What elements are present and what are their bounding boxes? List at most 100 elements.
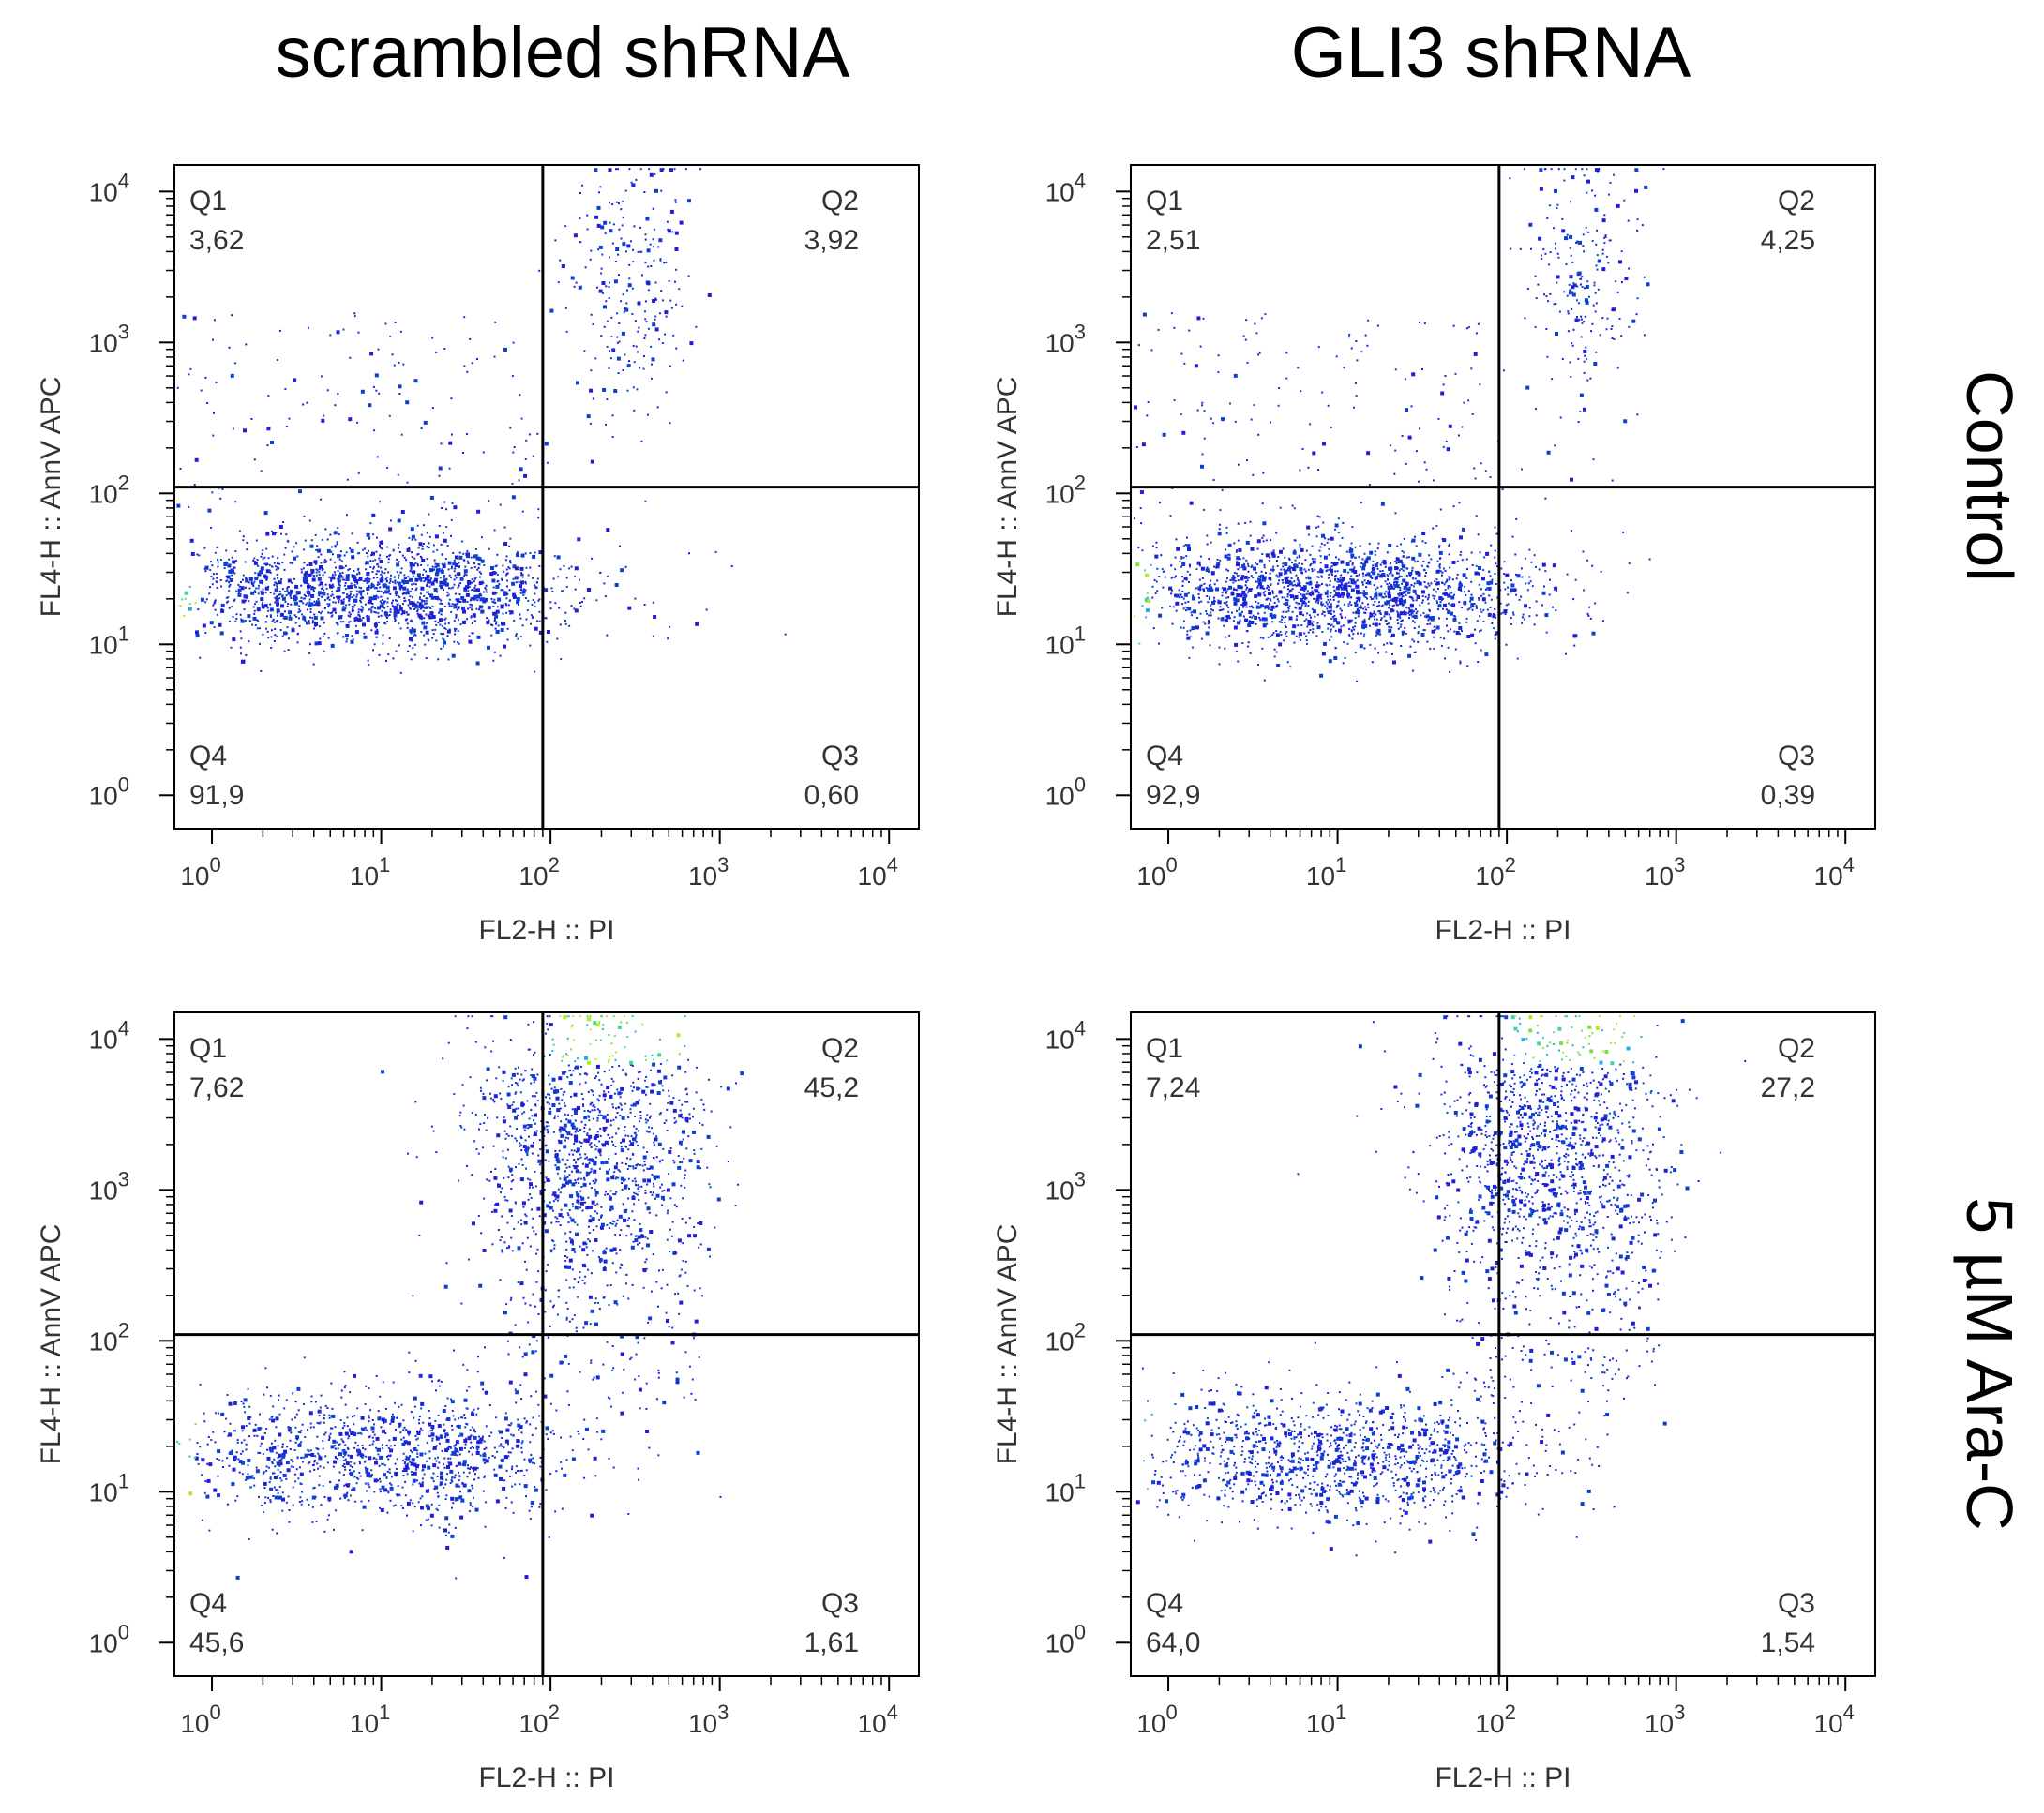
event-dot — [1305, 618, 1308, 621]
event-dot — [1482, 592, 1485, 595]
event-dot — [1220, 609, 1223, 611]
event-dot — [1273, 655, 1276, 658]
event-dot — [603, 325, 606, 328]
event-dot — [335, 566, 337, 569]
event-dot — [1355, 575, 1358, 577]
event-dot — [1450, 595, 1455, 600]
event-dot — [1470, 367, 1473, 370]
event-dot — [1492, 614, 1496, 619]
event-dot — [1388, 567, 1390, 570]
event-dot — [1351, 637, 1354, 640]
event-dot — [444, 627, 447, 630]
event-dot — [1183, 362, 1186, 365]
event-dot — [1360, 592, 1362, 594]
event-dot — [1572, 634, 1577, 638]
event-dot — [1363, 623, 1368, 628]
event-dot — [319, 1465, 322, 1468]
event-dot — [1561, 358, 1564, 360]
event-dot — [1262, 637, 1265, 639]
x-tick-exponent: 1 — [1335, 853, 1346, 877]
event-dot — [346, 637, 349, 640]
event-dot — [418, 597, 421, 600]
event-dot — [1402, 578, 1406, 583]
event-dot — [294, 622, 297, 624]
event-dot — [342, 598, 345, 601]
event-dot — [293, 556, 297, 561]
event-dot — [1477, 661, 1480, 663]
event-dot — [291, 591, 293, 593]
event-dot — [1585, 346, 1587, 349]
event-dot — [422, 609, 425, 612]
event-dot — [1290, 577, 1293, 579]
event-dot — [435, 1389, 437, 1392]
event-dot — [1364, 596, 1367, 598]
event-dot — [252, 606, 255, 608]
event-dot — [1588, 295, 1590, 298]
event-dot — [1332, 585, 1335, 588]
event-dot — [1231, 576, 1234, 578]
event-dot — [1382, 596, 1385, 599]
event-dot — [405, 400, 410, 405]
event-dot — [1279, 549, 1283, 554]
event-dot — [367, 602, 369, 605]
event-dot — [1461, 426, 1464, 428]
event-dot — [318, 594, 321, 597]
event-dot — [1359, 565, 1361, 568]
event-dot — [1205, 587, 1208, 590]
event-dot — [333, 531, 338, 535]
y-tick-base: 10 — [89, 177, 118, 206]
event-dot — [207, 508, 212, 513]
event-dot — [300, 571, 303, 574]
event-dot — [625, 302, 628, 305]
event-dot — [1371, 661, 1374, 664]
event-dot — [1543, 585, 1545, 588]
event-dot — [1233, 542, 1236, 545]
event-dot — [473, 565, 476, 568]
event-dot — [1277, 600, 1280, 603]
event-dot — [1276, 598, 1279, 601]
event-dot — [592, 1094, 594, 1097]
event-dot — [274, 634, 277, 637]
event-dot — [1363, 592, 1368, 596]
event-dot — [1336, 570, 1339, 573]
event-dot — [1510, 588, 1513, 592]
event-dot — [1301, 593, 1306, 598]
event-dot — [1246, 579, 1249, 582]
event-dot — [508, 545, 511, 547]
event-dot — [307, 584, 310, 589]
event-dot — [280, 604, 284, 608]
event-dot — [1394, 566, 1399, 571]
event-dot — [376, 562, 379, 565]
event-dot — [438, 611, 441, 614]
event-dot — [662, 168, 665, 171]
event-dot — [1237, 579, 1240, 582]
event-dot — [1439, 601, 1442, 604]
event-dot — [1354, 652, 1357, 654]
event-dot — [1529, 580, 1532, 583]
event-dot — [416, 610, 419, 612]
event-dot — [506, 572, 509, 575]
event-dot — [393, 586, 397, 591]
event-dot — [665, 262, 668, 263]
event-dot — [621, 1188, 624, 1191]
event-dot — [1218, 528, 1221, 531]
event-dot — [659, 258, 662, 261]
event-dot — [420, 427, 423, 429]
event-dot — [508, 589, 511, 592]
event-dot — [1176, 547, 1180, 551]
event-dot — [1294, 595, 1299, 599]
event-dot — [1388, 590, 1390, 592]
event-dot — [346, 514, 348, 517]
event-dot — [1390, 617, 1392, 620]
event-dot — [231, 314, 233, 317]
event-dot — [1285, 569, 1288, 572]
event-dot — [274, 596, 277, 599]
event-dot — [357, 579, 360, 582]
event-dot — [397, 581, 401, 586]
event-dot — [622, 293, 624, 296]
event-dot — [375, 611, 378, 614]
event-dot — [1233, 601, 1238, 606]
event-dot — [674, 231, 679, 235]
event-dot — [411, 621, 413, 623]
